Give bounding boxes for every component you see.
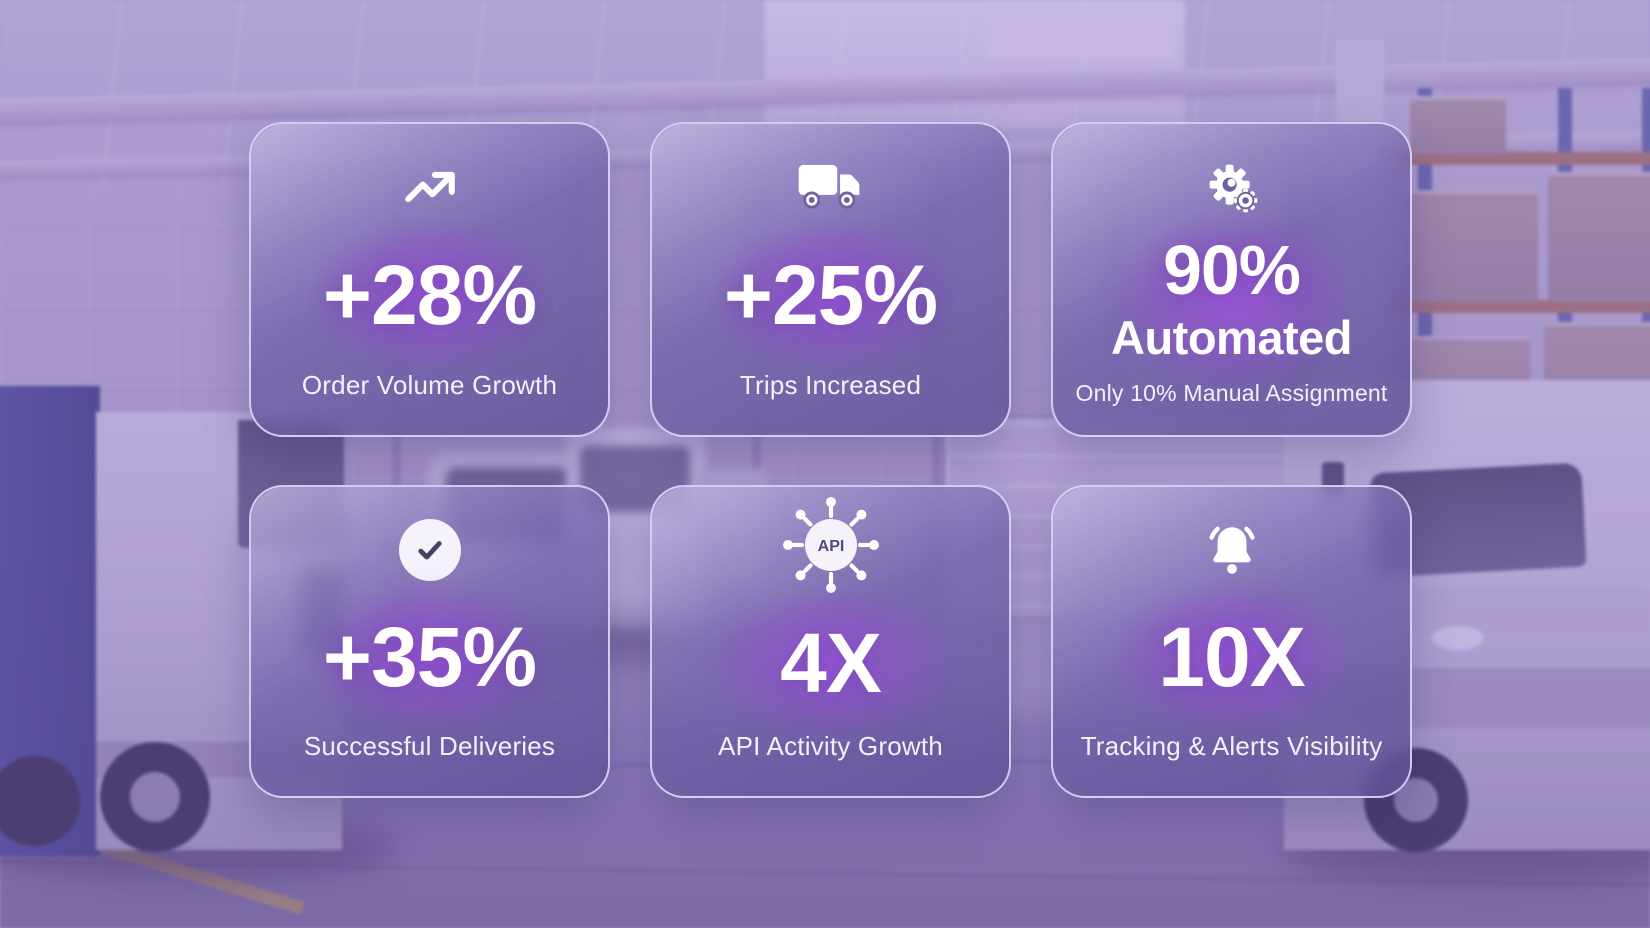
stat-value: 90% bbox=[1162, 230, 1301, 309]
stat-card-trips: +25% Trips Increased bbox=[650, 122, 1011, 437]
value-glow bbox=[1066, 554, 1397, 760]
value-glow bbox=[665, 192, 996, 398]
stat-card-api-activity: API 4X API Activity Growth bbox=[650, 485, 1011, 798]
stat-value-wrap: 90% Automated bbox=[1053, 180, 1410, 420]
wheel-hub bbox=[130, 772, 180, 822]
stat-label: Only 10% Manual Assignment bbox=[1075, 380, 1388, 406]
skylight-bright-spot bbox=[985, 0, 1175, 60]
stat-card-automation: 90% Automated Only 10% Manual Assignment bbox=[1051, 122, 1412, 437]
rack-beam bbox=[1392, 152, 1650, 165]
value-glow bbox=[1066, 180, 1397, 420]
stat-value: +35% bbox=[322, 610, 537, 704]
stat-value: +28% bbox=[322, 248, 537, 342]
stat-label: Order Volume Growth bbox=[301, 370, 558, 400]
api-icon-text: API bbox=[817, 538, 844, 555]
value-glow bbox=[264, 192, 595, 398]
stat-card-order-volume: +28% Order Volume Growth bbox=[249, 122, 610, 437]
stat-value-wrap: +35% bbox=[251, 554, 608, 760]
truck-wheel bbox=[0, 756, 80, 846]
stat-label: Tracking & Alerts Visibility bbox=[1080, 731, 1383, 761]
value-glow bbox=[665, 560, 996, 766]
stat-value: +25% bbox=[723, 248, 938, 342]
stat-card-deliveries: +35% Successful Deliveries bbox=[249, 485, 610, 798]
stat-card-tracking: 10X Tracking & Alerts Visibility bbox=[1051, 485, 1412, 798]
stat-label: API Activity Growth bbox=[718, 731, 943, 761]
stat-value: 4X bbox=[780, 616, 882, 710]
stat-value-wrap: +28% bbox=[251, 192, 608, 398]
pallet-box bbox=[1402, 190, 1538, 302]
stat-value-wrap: 10X bbox=[1053, 554, 1410, 760]
van-headlight bbox=[1432, 626, 1484, 650]
stats-grid: +28% Order Volume Growth +25% Trips Incr… bbox=[249, 122, 1412, 798]
trend-up-icon bbox=[401, 154, 459, 220]
stat-value-wrap: 4X bbox=[652, 560, 1009, 766]
stat-label: Trips Increased bbox=[739, 370, 922, 400]
stat-value: 10X bbox=[1158, 610, 1305, 704]
pallet-box bbox=[1548, 172, 1650, 302]
rack-beam bbox=[1392, 300, 1650, 313]
bell-icon bbox=[1201, 517, 1263, 583]
stat-label: Successful Deliveries bbox=[303, 731, 556, 761]
pallet-box bbox=[1410, 96, 1506, 154]
stat-value-wrap: +25% bbox=[652, 192, 1009, 398]
stat-subvalue: Automated bbox=[1111, 310, 1352, 364]
value-glow bbox=[264, 554, 595, 760]
